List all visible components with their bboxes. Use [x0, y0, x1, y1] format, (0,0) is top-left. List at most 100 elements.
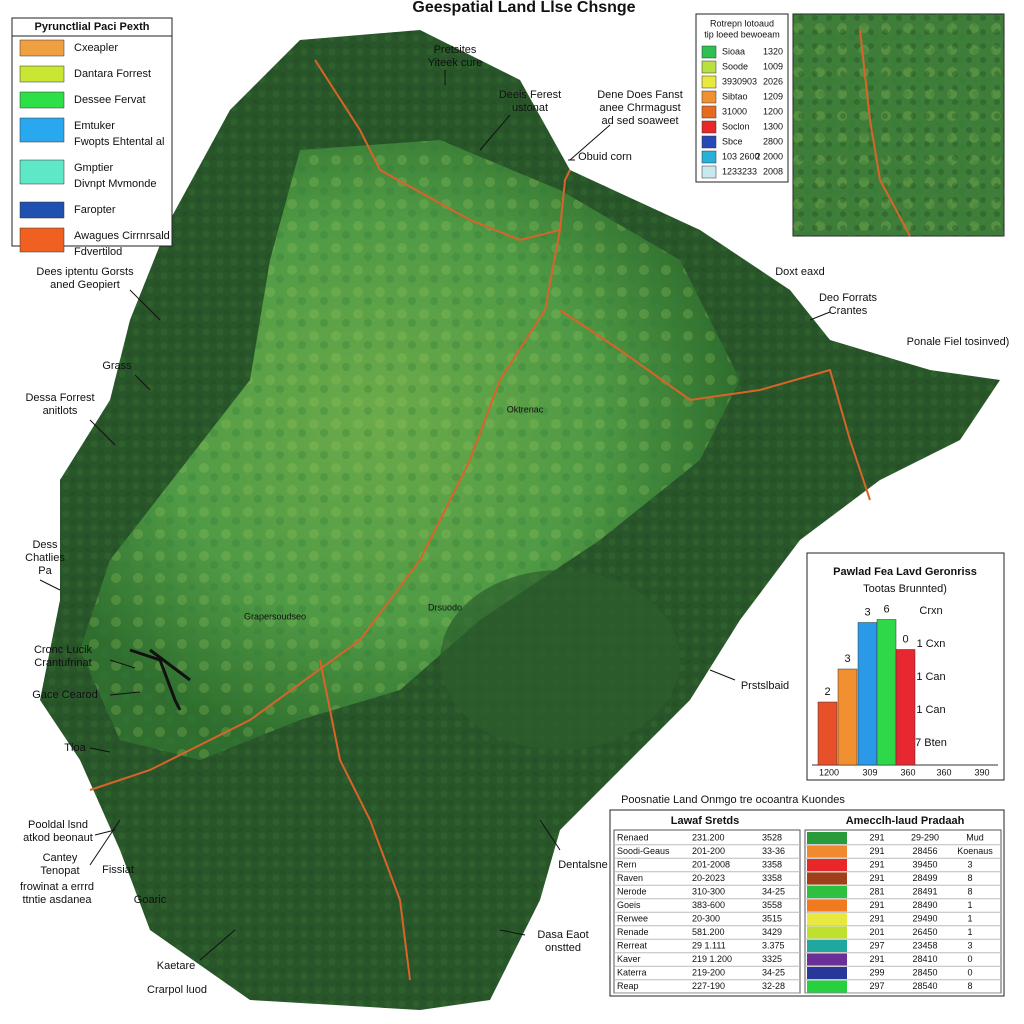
- inset-legend-value: 2008: [763, 166, 783, 176]
- table-swatch: [807, 967, 847, 979]
- callout-leader: [809, 311, 831, 321]
- callout-leader: [39, 579, 61, 591]
- table-cell: 291: [869, 832, 884, 842]
- bar-annotation: 6: [883, 603, 889, 615]
- table-swatch: [807, 980, 847, 993]
- table-cell: 383-600: [692, 900, 725, 910]
- callout-label: Ponale Fiel tosinved): [907, 336, 1010, 348]
- callout-label: Crantes: [829, 305, 868, 317]
- side-label: Crxn: [919, 605, 942, 617]
- inset-legend-name: Soode: [722, 61, 748, 71]
- inset-legend-value: 1300: [763, 121, 783, 131]
- callout-label: Dess: [32, 539, 58, 551]
- table-cell: 28499: [912, 873, 937, 883]
- legend-label: Emtuker: [74, 120, 115, 132]
- table-header: Mud: [966, 832, 984, 842]
- callout-leader: [479, 114, 511, 151]
- callout-label: Cantey: [43, 852, 78, 864]
- side-label: 1 Can: [916, 671, 945, 683]
- table-swatch: [807, 940, 847, 952]
- legend-label: Dessee Fervat: [74, 94, 146, 106]
- callout-label: Obuid corn: [578, 151, 632, 163]
- table-cell: 28456: [912, 846, 937, 856]
- callout-label: Dees iptentu Gorsts: [36, 266, 134, 278]
- inset-legend-name: Sibtao: [722, 91, 748, 101]
- x-label: 390: [974, 767, 989, 777]
- table-cell: 28490: [912, 900, 937, 910]
- inset-legend-name: Sioaa: [722, 46, 745, 56]
- table-cell: 291: [869, 900, 884, 910]
- callout-leader: [134, 374, 151, 391]
- map: [40, 30, 1000, 1010]
- table-cell: Rerreat: [617, 940, 648, 950]
- callout-label: Pa: [38, 565, 52, 577]
- callout-leader: [109, 659, 136, 669]
- inset-legend-swatch: [701, 120, 717, 134]
- callout-label: Fissiat: [102, 864, 134, 876]
- bar-annotation: 2: [824, 686, 830, 698]
- inner-label: Grapersoudseo: [244, 611, 306, 621]
- table-cell: 291: [869, 954, 884, 964]
- table-cell: 297: [869, 981, 884, 991]
- callout-label: Dene Does Fanst: [597, 89, 683, 101]
- legend-swatch: [19, 91, 65, 109]
- legend-swatch: [19, 117, 65, 143]
- callout-label: Doxt eaxd: [775, 266, 825, 278]
- inset-legend-name: 31000: [722, 106, 747, 116]
- bar: [857, 622, 878, 766]
- inset-legend-value: 1209: [763, 91, 783, 101]
- table-cell: 29 1.111: [692, 940, 726, 950]
- inset-legend-name: 1233233: [722, 166, 757, 176]
- legend-label: Fwopts Ehtental al: [74, 136, 165, 148]
- inset-legend-name: 3930903: [722, 76, 757, 86]
- callout-label: Tloa: [64, 742, 86, 754]
- table-cell: Soodi-Geaus: [617, 846, 670, 856]
- table-cell: 32-28: [762, 981, 785, 991]
- legend-label: Faropter: [74, 204, 116, 216]
- chart-subtitle: Tootas Brunnted): [863, 583, 947, 595]
- callout-label: Kaetare: [157, 960, 196, 972]
- callout-label: Gace Cearod: [32, 689, 97, 701]
- legend-swatch: [19, 159, 65, 185]
- table-cell: 8: [967, 981, 972, 991]
- legend-swatch: [19, 227, 65, 253]
- table-swatch: [807, 886, 847, 898]
- table-cell: 8: [967, 886, 972, 896]
- table-cell: Goeis: [617, 900, 641, 910]
- chart-title: Pawlad Fea Lavd Geronriss: [833, 566, 977, 578]
- table-cell: 1: [967, 927, 972, 937]
- legend-label: Gmptier: [74, 162, 113, 174]
- table-cell: 0: [967, 967, 972, 977]
- legend-label: Awagues Cirrnrsald: [74, 230, 170, 242]
- table-cell: Renaed: [617, 832, 649, 842]
- table-cell: 291: [869, 873, 884, 883]
- inset-legend-swatch: [701, 45, 717, 59]
- callout-label: ad sed soaweet: [601, 115, 678, 127]
- legend-label: Divnpt Mvmonde: [74, 178, 157, 190]
- inset-legend-value: 1320: [763, 46, 783, 56]
- table-cell: Renade: [617, 927, 649, 937]
- callout-label: Tenopat: [40, 865, 79, 877]
- inset-legend-value: 1200: [763, 106, 783, 116]
- x-label: 309: [862, 767, 877, 777]
- table-cell: Raven: [617, 873, 643, 883]
- legend-label: Fdvertilod: [74, 246, 122, 258]
- bar: [817, 701, 838, 766]
- map-title: Geespatial Land Llse Chsnge: [412, 0, 635, 16]
- table-cell: 219 1.200: [692, 954, 732, 964]
- table-cell: 8: [967, 873, 972, 883]
- table-caption: Poosnatie Land Onmgo tre ocoantra Kuonde…: [621, 794, 845, 806]
- table-cell: 219-200: [692, 967, 725, 977]
- callout-leader: [539, 819, 561, 851]
- table-cell: 23458: [912, 940, 937, 950]
- table-swatch: [807, 859, 847, 871]
- table-cell: Katerra: [617, 967, 647, 977]
- inner-label: Drsuodo: [428, 602, 462, 612]
- table-cell: 34-25: [762, 886, 785, 896]
- callout-label: Goaric: [134, 894, 167, 906]
- legend-swatch: [19, 65, 65, 83]
- table-cell: 3: [967, 940, 972, 950]
- inset-legend-value: 2800: [763, 136, 783, 146]
- table-cell: 20-2023: [692, 873, 725, 883]
